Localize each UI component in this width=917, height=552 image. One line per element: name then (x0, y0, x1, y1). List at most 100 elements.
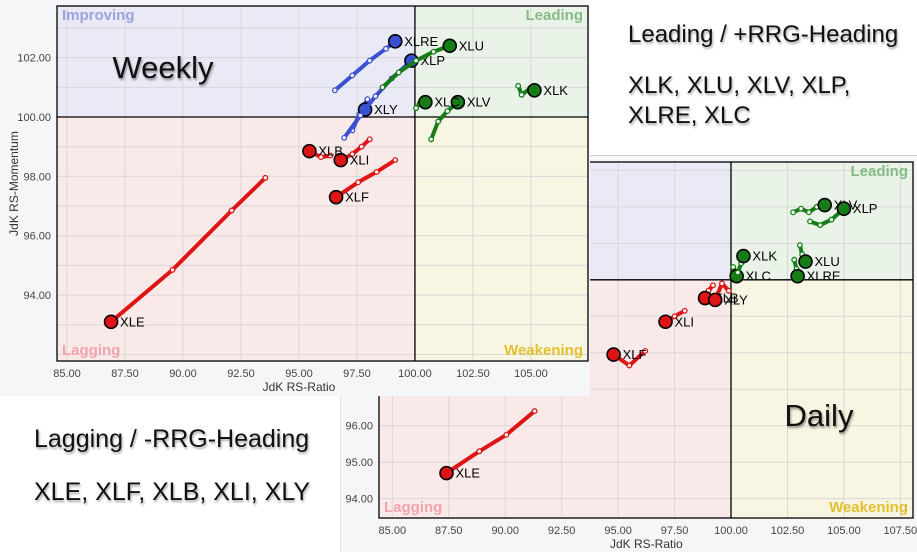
weekly-series-XLF: XLF (328, 157, 399, 205)
lagging-annotation: Lagging / -RRG-Heading XLE, XLF, XLB, XL… (34, 424, 310, 507)
daily-XLRE-trail-marker (791, 256, 798, 263)
weekly-XLP-trail-marker (341, 134, 348, 141)
weekly-XLE-trail-marker (169, 266, 176, 273)
weekly-XLE-trail-marker (228, 207, 235, 214)
daily-XLY-dot[interactable] (707, 292, 723, 308)
weekly-XLU-dot[interactable] (442, 38, 458, 54)
daily-XLV-trail-marker (805, 209, 812, 216)
weekly-XLRE-trail-marker (331, 87, 338, 94)
weekly-series-XLC: XLC (413, 94, 460, 112)
weekly-XLB-dot[interactable] (302, 143, 317, 159)
daily-XLRE-dot[interactable] (790, 268, 805, 284)
weekly-XLP-trail-marker (372, 93, 379, 100)
weekly-XLI-label: XLI (350, 153, 370, 168)
daily-quadrant-label-weakening: Weakening (829, 499, 908, 516)
weekly-xtick: 85.00 (53, 368, 81, 380)
daily-series-XLI: XLI (658, 307, 695, 330)
daily-quadrant-leading (731, 162, 913, 280)
weekly-XLRE-trail-marker (349, 72, 356, 79)
weekly-xtick: 97.50 (343, 368, 371, 380)
weekly-rrg-chart-panel: Improving Leading Lagging Weakening Weekly XL… (0, 0, 590, 396)
lagging-annotation-heading: Lagging / -RRG-Heading (34, 425, 310, 453)
daily-XLE-dot[interactable] (439, 465, 454, 481)
weekly-XLV-trail-marker (435, 118, 442, 125)
weekly-ytick: 100.00 (17, 112, 51, 124)
daily-XLC-label: XLC (746, 269, 771, 284)
daily-XLI-label: XLI (675, 314, 695, 329)
daily-series-XLRE: XLRE (790, 256, 841, 284)
daily-xtick: 105.00 (827, 525, 861, 537)
daily-XLI-trail-marker (671, 313, 678, 320)
weekly-ytick: 102.00 (17, 53, 51, 65)
weekly-XLF-trail-marker (373, 168, 380, 175)
daily-XLU-trail-marker (796, 242, 803, 249)
daily-XLP-label: XLP (853, 201, 878, 216)
daily-XLI-dot[interactable] (658, 314, 673, 330)
daily-XLP-trail-marker (828, 216, 835, 223)
weekly-XLE-dot[interactable] (103, 314, 119, 330)
daily-series-XLP: XLP (807, 201, 878, 229)
weekly-quadrant-leading (414, 6, 588, 118)
weekly-XLK-dot[interactable] (527, 82, 542, 98)
weekly-rrg-chart[interactable]: Improving Leading Lagging Weakening Weekly XL… (0, 0, 590, 396)
weekly-quadrant-improving (57, 6, 415, 118)
daily-xtick: 95.00 (604, 525, 632, 537)
daily-xtick: 97.50 (661, 525, 689, 537)
weekly-ytick: 98.00 (23, 171, 51, 183)
weekly-series-XLV: XLV (428, 94, 491, 143)
daily-xaxis-title: JdK RS-Ratio (610, 537, 683, 551)
weekly-xaxis-title: JdK RS-Ratio (263, 380, 336, 394)
daily-XLP-dot[interactable] (836, 201, 852, 216)
daily-XLE-trail-marker (476, 448, 483, 455)
weekly-XLF-trail-marker (392, 157, 399, 164)
daily-XLE-label: XLE (456, 466, 481, 481)
weekly-XLU-trail-marker (430, 48, 437, 55)
daily-XLF-label: XLF (623, 347, 647, 362)
daily-XLP-trail (808, 206, 846, 228)
daily-XLV-dot[interactable] (817, 197, 833, 213)
weekly-XLY-label: XLY (374, 102, 398, 117)
weekly-XLB-label: XLB (318, 144, 343, 159)
leading-annotation-heading: Leading / +RRG-Heading (628, 21, 899, 48)
daily-XLK-dot[interactable] (736, 248, 751, 264)
weekly-XLU-trail-marker (413, 57, 420, 64)
weekly-ytick: 94.00 (23, 290, 51, 302)
weekly-chart-title: Weekly (112, 50, 214, 85)
daily-series-XLB: XLB (697, 282, 739, 306)
weekly-XLP-trail-marker (357, 112, 364, 119)
daily-series-XLK: XLK (734, 248, 777, 276)
daily-XLU-dot[interactable] (798, 254, 813, 269)
weekly-XLV-trail-marker (428, 136, 435, 143)
weekly-XLI-trail-marker (349, 151, 356, 158)
daily-XLRE-label: XLRE (807, 269, 841, 284)
weekly-quadrant-label-leading: Leading (525, 7, 583, 24)
weekly-series-XLB: XLB (302, 143, 343, 161)
weekly-xtick: 92.50 (227, 368, 255, 380)
daily-XLF-trail-marker (626, 362, 633, 369)
daily-quadrant-label-lagging: Lagging (384, 499, 442, 516)
daily-XLI-trail-marker (681, 307, 688, 314)
daily-XLF-dot[interactable] (606, 347, 621, 362)
weekly-XLV-dot[interactable] (450, 94, 466, 110)
weekly-series-XLK: XLK (515, 82, 568, 98)
weekly-XLI-trail-marker (358, 143, 365, 150)
weekly-ytick: 96.00 (23, 231, 51, 243)
daily-xtick: 90.00 (491, 525, 519, 537)
weekly-xtick: 100.00 (398, 368, 432, 380)
daily-XLY-trail-marker (719, 280, 725, 287)
daily-XLV-trail-marker (790, 209, 797, 216)
weekly-xtick: 102.50 (456, 368, 490, 380)
weekly-XLC-dot[interactable] (418, 94, 433, 110)
weekly-XLC-trail-marker (413, 105, 420, 112)
weekly-XLF-trail (334, 158, 398, 200)
daily-XLF-trail-marker (642, 347, 649, 354)
weekly-XLY-trail-marker (364, 96, 371, 103)
daily-series-XLE: XLE (439, 408, 538, 481)
weekly-XLI-dot[interactable] (333, 152, 349, 168)
weekly-XLF-dot[interactable] (328, 189, 344, 205)
weekly-quadrant-label-lagging: Lagging (62, 342, 120, 359)
weekly-XLRE-dot[interactable] (387, 34, 403, 49)
daily-XLP-trail-marker (807, 218, 813, 225)
weekly-XLK-label: XLK (543, 83, 568, 98)
